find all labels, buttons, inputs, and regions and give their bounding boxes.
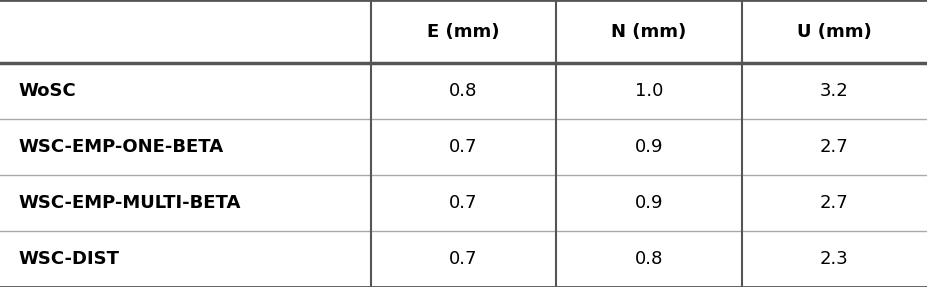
Text: 0.7: 0.7: [450, 138, 477, 156]
Text: 0.8: 0.8: [635, 250, 663, 268]
Text: 0.7: 0.7: [450, 250, 477, 268]
Text: 0.8: 0.8: [450, 82, 477, 100]
Text: WSC-EMP-MULTI-BETA: WSC-EMP-MULTI-BETA: [19, 194, 241, 212]
Text: 2.7: 2.7: [819, 138, 849, 156]
Text: 0.9: 0.9: [635, 194, 663, 212]
Text: 1.0: 1.0: [635, 82, 663, 100]
Text: N (mm): N (mm): [611, 23, 687, 40]
Text: WoSC: WoSC: [19, 82, 76, 100]
Text: U (mm): U (mm): [797, 23, 871, 40]
Text: E (mm): E (mm): [427, 23, 500, 40]
Text: 2.3: 2.3: [819, 250, 849, 268]
Text: 2.7: 2.7: [819, 194, 849, 212]
Text: 0.7: 0.7: [450, 194, 477, 212]
Text: 0.9: 0.9: [635, 138, 663, 156]
Text: WSC-EMP-ONE-BETA: WSC-EMP-ONE-BETA: [19, 138, 223, 156]
Text: 3.2: 3.2: [819, 82, 849, 100]
Text: WSC-DIST: WSC-DIST: [19, 250, 120, 268]
